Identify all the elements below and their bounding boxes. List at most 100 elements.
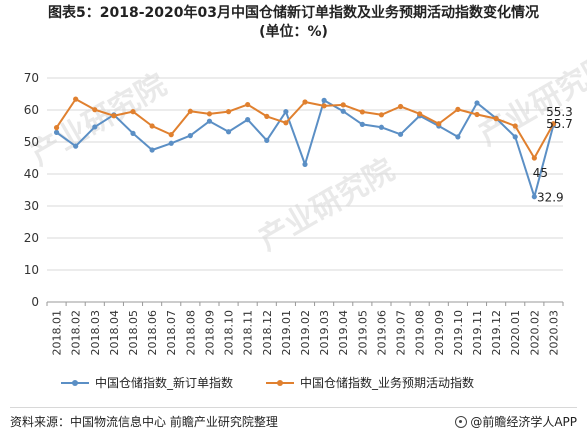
data-point bbox=[206, 111, 213, 117]
data-point bbox=[550, 121, 557, 127]
data-point bbox=[225, 129, 232, 135]
chart-title-line1: 图表5：2018-2020年03月中国仓储新订单指数及业务预期活动指数变化情况 bbox=[48, 5, 539, 21]
data-point bbox=[245, 117, 251, 123]
data-point bbox=[340, 102, 346, 108]
data-point bbox=[378, 112, 385, 118]
legend-marker bbox=[277, 380, 283, 386]
data-point bbox=[493, 116, 499, 122]
x-tick-label: 2019.02 bbox=[299, 310, 312, 356]
x-tick-label: 2019.03 bbox=[318, 310, 331, 356]
data-point bbox=[436, 121, 442, 127]
y-tick-label: 30 bbox=[24, 199, 39, 213]
data-point bbox=[187, 108, 193, 114]
x-tick-label: 2018.06 bbox=[146, 310, 159, 356]
data-point bbox=[302, 161, 308, 167]
x-tick-label: 2020.02 bbox=[528, 310, 541, 356]
data-label: 55.7 bbox=[546, 117, 573, 131]
data-label: 55.3 bbox=[546, 105, 573, 119]
data-point bbox=[73, 143, 79, 149]
data-point bbox=[130, 130, 136, 136]
data-point bbox=[531, 155, 537, 161]
x-tick-label: 2020.03 bbox=[547, 310, 560, 356]
x-tick-label: 2019.08 bbox=[414, 310, 427, 356]
x-tick-label: 2018.12 bbox=[261, 310, 274, 356]
x-axis: 2018.01 2018.02 2018.03 2018.04 2018.05 2018.… bbox=[46, 302, 564, 356]
data-label: 32.9 bbox=[537, 191, 564, 205]
x-tick-label: 2018.10 bbox=[223, 310, 236, 356]
data-point bbox=[302, 99, 308, 105]
x-tick-label: 2019.11 bbox=[471, 310, 484, 356]
y-tick-label: 40 bbox=[24, 167, 39, 181]
y-axis: 0 10 20 30 40 50 60 70 bbox=[24, 71, 39, 309]
footer: 资料来源：中国物流信息中心 前瞻产业研究院整理 @前瞻经济学人APP bbox=[10, 407, 577, 436]
data-point bbox=[187, 133, 193, 139]
x-tick-label: 2019.05 bbox=[356, 310, 369, 356]
data-point bbox=[321, 97, 327, 103]
x-tick-label: 2018.04 bbox=[108, 310, 121, 356]
x-tick-label: 2018.09 bbox=[203, 310, 216, 356]
data-point bbox=[168, 132, 174, 138]
data-point bbox=[92, 124, 98, 130]
x-tick-label: 2019.06 bbox=[375, 310, 388, 356]
data-point bbox=[149, 123, 155, 129]
data-point bbox=[53, 125, 60, 131]
legend-label: 中国仓储指数_业务预期活动指数 bbox=[300, 375, 474, 390]
x-tick-label: 2018.05 bbox=[127, 310, 140, 356]
source-note: 资料来源：中国物流信息中心 前瞻产业研究院整理 bbox=[10, 415, 278, 429]
data-point bbox=[206, 118, 213, 124]
data-point bbox=[168, 140, 174, 146]
data-point bbox=[340, 108, 346, 114]
data-point bbox=[455, 106, 461, 112]
y-tick-label: 10 bbox=[24, 263, 39, 277]
y-tick-label: 0 bbox=[31, 295, 39, 309]
x-tick-label: 2019.01 bbox=[280, 310, 293, 356]
data-point bbox=[92, 107, 98, 113]
legend: 中国仓储指数_新订单指数 中国仓储指数_业务预期活动指数 bbox=[61, 375, 474, 390]
data-point bbox=[283, 109, 289, 115]
chart-title: 图表5：2018-2020年03月中国仓储新订单指数及业务预期活动指数变化情况 … bbox=[0, 4, 587, 42]
data-point bbox=[397, 103, 404, 110]
x-tick-label: 2018.01 bbox=[51, 310, 64, 356]
x-tick-label: 2019.12 bbox=[490, 310, 503, 356]
legend-marker bbox=[72, 380, 78, 386]
x-tick-label: 2018.11 bbox=[242, 310, 255, 356]
data-point bbox=[397, 131, 404, 137]
x-tick-label: 2019.07 bbox=[395, 310, 408, 356]
grid-lines bbox=[47, 77, 563, 303]
data-point bbox=[264, 137, 270, 143]
x-tick-label: 2019.09 bbox=[433, 310, 446, 356]
data-point bbox=[417, 111, 423, 117]
data-point bbox=[130, 109, 136, 115]
data-point bbox=[531, 194, 537, 200]
data-point bbox=[111, 113, 117, 119]
data-point bbox=[512, 123, 518, 129]
data-point bbox=[359, 121, 365, 127]
data-label: 45 bbox=[533, 166, 548, 180]
y-tick-label: 60 bbox=[24, 103, 39, 117]
brand-text: @前瞻经济学人APP bbox=[470, 415, 577, 429]
data-point bbox=[73, 96, 79, 102]
x-tick-label: 2018.02 bbox=[70, 310, 83, 356]
brand-logo-icon bbox=[455, 416, 468, 428]
data-point bbox=[474, 111, 480, 118]
data-point bbox=[321, 103, 327, 109]
data-point bbox=[378, 124, 385, 130]
x-tick-label: 2019.10 bbox=[452, 310, 465, 356]
legend-label: 中国仓储指数_新订单指数 bbox=[95, 375, 233, 390]
chart-title-unit: (单位：%) bbox=[259, 24, 328, 40]
x-tick-label: 2020.01 bbox=[509, 310, 522, 356]
data-point bbox=[245, 101, 251, 108]
x-tick-label: 2018.08 bbox=[184, 310, 197, 356]
x-tick-label: 2018.03 bbox=[89, 310, 102, 356]
data-point bbox=[455, 134, 461, 140]
series-lines bbox=[53, 96, 557, 200]
data-point bbox=[149, 147, 155, 153]
y-tick-label: 20 bbox=[24, 231, 39, 245]
x-tick-label: 2019.04 bbox=[337, 310, 350, 356]
data-point bbox=[225, 109, 232, 115]
y-tick-label: 70 bbox=[24, 71, 39, 85]
data-point bbox=[359, 109, 365, 115]
data-point bbox=[264, 113, 270, 119]
data-point bbox=[474, 100, 480, 106]
